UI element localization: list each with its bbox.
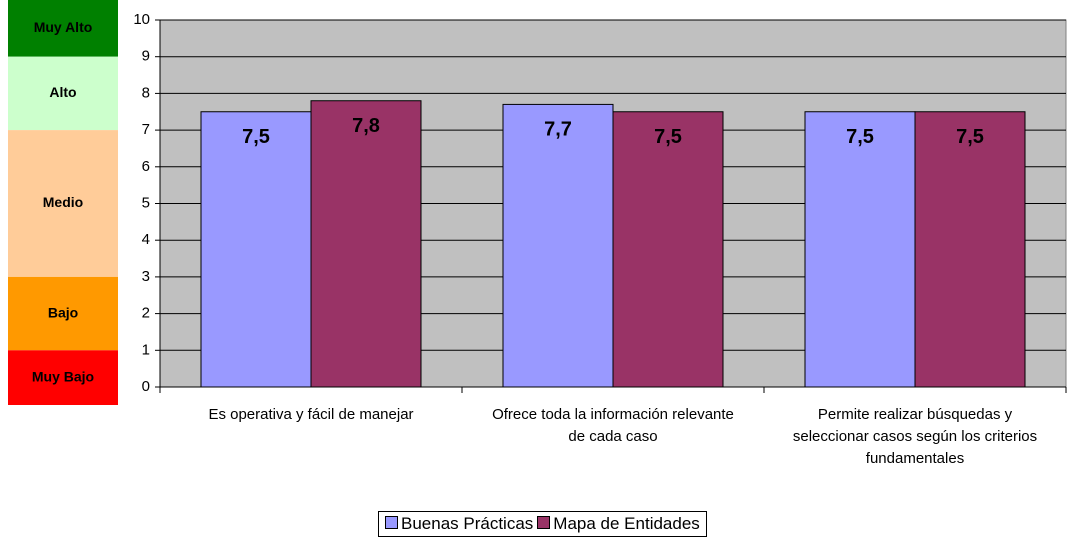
bar [612,111,724,388]
x-tick-label: Es operativa y fácil de manejar [208,406,414,423]
rating-band-label: Alto [49,84,76,100]
y-tick-label: 0 [142,378,150,395]
y-tick-label: 4 [142,231,150,248]
legend-label: Buenas Prácticas [401,514,534,533]
rating-band-label: Muy Bajo [32,368,94,384]
data-label: 7,5 [654,126,682,148]
bar [502,103,614,388]
rating-band-label: Medio [43,194,83,210]
data-label: 7,5 [846,126,874,148]
y-tick-label: 1 [142,341,150,358]
x-tick-label: Ofrece toda la información relevante de … [492,406,734,445]
bar [310,100,422,388]
rating-band [8,350,118,405]
bar [804,111,916,388]
rating-band [8,276,118,351]
y-tick-label: 10 [133,11,150,28]
data-label: 7,8 [352,115,380,137]
legend-label: Mapa de Entidades [553,514,700,533]
legend-item: Mapa de Entidades [537,514,700,534]
rating-band [8,130,118,277]
rating-band-label: Muy Alto [34,19,93,35]
legend-item: Buenas Prácticas [385,514,533,534]
legend-swatch [537,516,551,529]
bar [200,111,312,388]
y-tick-label: 2 [142,305,150,322]
legend-swatch [385,516,398,529]
y-tick-label: 7 [142,121,150,138]
data-label: 7,7 [544,119,572,141]
rating-band-label: Bajo [48,304,78,320]
legend: Buenas Prácticas Mapa de Entidades [378,511,707,537]
data-label: 7,5 [956,126,984,148]
y-tick-label: 3 [142,268,150,285]
rating-band [8,56,118,131]
y-tick-label: 5 [142,194,150,211]
data-label: 7,5 [242,126,270,148]
y-tick-label: 6 [142,158,150,175]
rating-band [8,0,118,57]
y-tick-label: 8 [142,84,150,101]
bar [914,111,1026,388]
x-tick-label: Permite realizar búsquedas y seleccionar… [792,406,1038,467]
y-tick-label: 9 [142,48,150,65]
